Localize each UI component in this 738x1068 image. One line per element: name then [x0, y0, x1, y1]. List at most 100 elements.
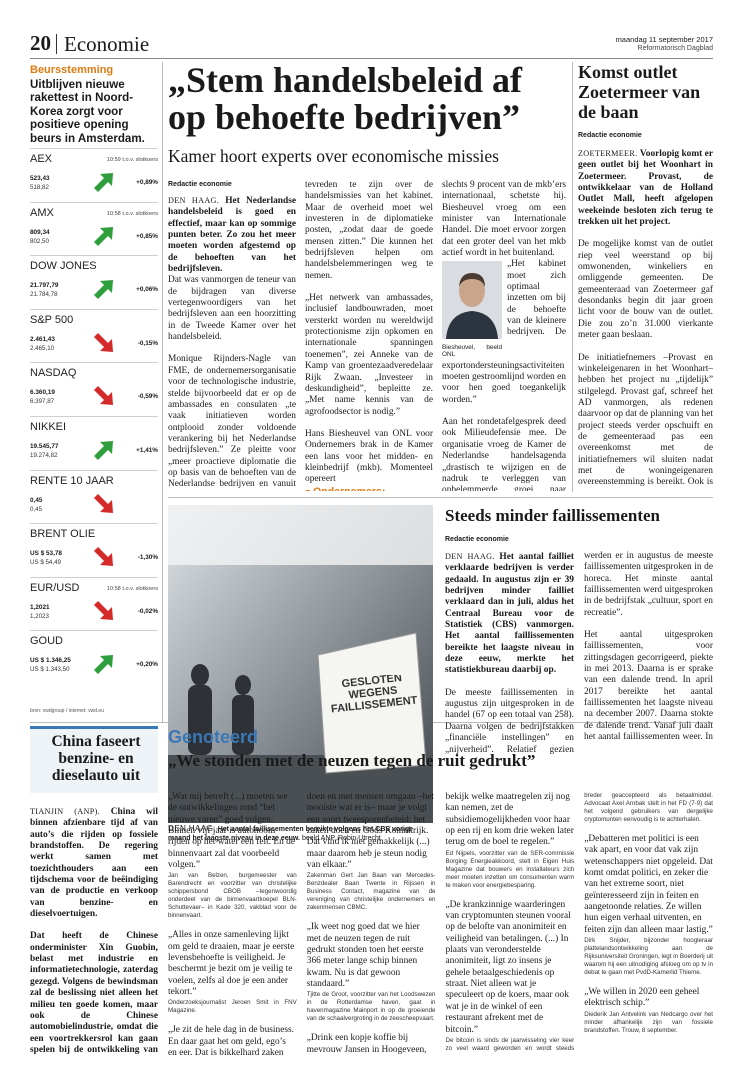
article-column: ZOETERMEER. Voorlopig komt er geen outle…	[578, 148, 713, 488]
quote-source: Tjitte de Groot, voorzitter van het Lood…	[306, 991, 436, 1023]
paragraph: De meeste faillissementen in augustus zi…	[445, 551, 713, 755]
market-change: +0,20%	[136, 661, 158, 669]
face	[459, 275, 485, 308]
market-row: RENTE 10 JAAR 0,45 0,45	[30, 469, 158, 524]
sign-text: GESLOTEN WEGENS FAILLISSEMENT	[330, 675, 418, 716]
paragraph: De mogelijke komst van de outlet riep ve…	[578, 239, 713, 341]
sign	[317, 632, 427, 774]
section-name: Economie	[64, 32, 150, 56]
market-headline: Uitblijven nieuwe rakettest in Noord-Kor…	[30, 78, 145, 145]
arrow-shape	[94, 332, 113, 352]
trend-arrow	[94, 441, 113, 460]
market-name: AMX	[30, 206, 54, 219]
arrow-shape	[94, 600, 113, 620]
ceiling	[168, 505, 433, 565]
quote: „Drink een kopje koffie bij mevrouw Jans…	[306, 792, 574, 1055]
arrow-shape	[94, 493, 113, 513]
arrow-shape	[94, 226, 113, 246]
china-headline: China faseert benzine- en dieselauto uit	[51, 733, 141, 784]
paragraph: Dat was vanmorgen de teneur van de bijdr…	[168, 275, 296, 343]
photo-caption: Biesheuvel, beeld ONL	[442, 343, 502, 359]
market-previous: 0,45	[30, 505, 43, 513]
caption: Het aantal faillissementen bereikte volg…	[168, 826, 413, 842]
trend-arrow	[94, 547, 113, 567]
trend-arrow	[94, 280, 113, 300]
quote-source: Jan van Belzen, burgemeester van Barendr…	[168, 872, 297, 920]
market-previous: US $ 54,49	[30, 559, 61, 567]
lead-paragraph: TIANJIN (ANP). China wil binnen afzienba…	[30, 806, 158, 920]
market-value: 809,34	[30, 228, 50, 236]
newspaper-name: Reformatorisch Dagblad	[637, 45, 713, 52]
market-change: +0,89%	[136, 179, 158, 186]
market-value: 21.797,79	[30, 282, 59, 290]
market-row: AMX 10:58 t.o.v. slotkoers 809,34 802,50 +0,…	[30, 201, 158, 256]
byline: Redactie economie	[578, 132, 642, 139]
quote: „We willen in 2020 een geheel elektrisch…	[584, 987, 700, 1009]
lead-text: Voorlopig komt er geen outlet bij het Wo…	[578, 149, 713, 228]
quote-source: De bitcoin is sinds de jaarwisseling vie…	[445, 792, 714, 1052]
dateline: DEN HAAG.	[445, 552, 495, 561]
header-rule	[30, 58, 713, 59]
lead-paragraph: ZOETERMEER. Voorlopig komt er geen outle…	[578, 148, 713, 228]
dateline: ZOETERMEER.	[578, 149, 638, 158]
market-previous: 2.465,10	[30, 344, 55, 352]
market-name: AEX	[30, 153, 53, 165]
photo-caption: DEN HAAG. Het aantal faillissementen ber…	[168, 824, 433, 843]
dateline: TIANJIN (ANP).	[30, 807, 100, 816]
market-name: S&P 500	[30, 313, 74, 326]
paragraph: Het aantal uitgesproken faillissementen,…	[584, 630, 713, 743]
lead-text: China wil binnen afzienbare tijd af van …	[30, 807, 158, 920]
quote-source: Onderzoeksjournalist Jeroen Smit in FNV …	[168, 999, 297, 1015]
market-change: -0,02%	[137, 607, 158, 615]
market-change: +0,06%	[136, 286, 158, 294]
main-headline: „Stem handelsbeleid af op behoefte bedri…	[168, 60, 523, 137]
quote-source: Ed Nijpels, voorzitter van de SER-commis…	[445, 849, 575, 889]
market-value: 2.461,43	[30, 335, 55, 343]
headline-box	[30, 726, 158, 793]
market-name: RENTE 10 JAAR	[30, 474, 114, 487]
market-change: -1,30%	[137, 554, 158, 562]
quotes-headline: „We stonden met de neuzen tegen de ruit …	[168, 751, 536, 770]
market-row: BRENT OLIE US $ 53,78 US $ 54,49 -1,30%	[30, 523, 158, 577]
quote: „Wat mij betreft (...) moeten we de ontw…	[168, 792, 296, 871]
column-rule	[572, 62, 573, 492]
hair	[459, 273, 485, 288]
article-body: DEN HAAG. Het aantal failliet verklaarde…	[445, 551, 713, 766]
dateline: DEN HAAG.	[168, 824, 216, 833]
paragraph: Aan het rondetafelgesprek deed ook Milie…	[442, 417, 566, 491]
lead-text: Het Nederlandse handelsbeleid is goed en…	[168, 196, 296, 275]
market-change: -0,59%	[137, 393, 158, 401]
column-rule	[162, 62, 163, 722]
paragraph: De initiatiefnemers –Provast en winkelei…	[578, 352, 713, 488]
market-note: 10:59 t.o.v. slotkoers	[106, 157, 158, 163]
header-divider	[56, 34, 57, 54]
market-name: EUR/USD	[30, 581, 80, 594]
market-value: 523,43	[30, 175, 50, 182]
market-previous: 19.274,82	[30, 452, 58, 459]
market-previous: 21.784,78	[30, 291, 58, 299]
arrow-shape	[94, 441, 113, 460]
market-value: 1,2021	[30, 603, 50, 611]
portrait-photo	[442, 261, 502, 340]
quotes-title: Genoteerd	[168, 727, 259, 747]
article-column: DEN HAAG. Het Nederlandse handelsbeleid …	[168, 195, 296, 491]
byline: Redactie economie	[168, 181, 232, 188]
trend-arrow	[94, 173, 113, 192]
market-row: NIKKEI 19.545,77 19.274,82 +1,41%	[30, 416, 158, 470]
market-value: 6.360,19	[30, 389, 55, 397]
trend-arrow	[94, 600, 113, 620]
quote: „Ik weet nog goed dat we hier met de neu…	[306, 922, 424, 990]
portrait: Biesheuvel, beeld ONL	[442, 261, 502, 358]
quote: „De krankzinnige waarderingen van crypto…	[445, 899, 571, 1035]
paragraph: Monique Rijnders-Nagle van FME, de onder…	[168, 354, 296, 491]
lead-paragraph: DEN HAAG. Het aantal failliet verklaarde…	[445, 551, 574, 677]
market-name: NIKKEI	[30, 421, 67, 433]
page-number: 20	[30, 31, 51, 55]
market-name: GOUD	[30, 635, 63, 648]
arrow-shape	[94, 173, 113, 192]
trend-arrow	[94, 655, 113, 675]
market-value: US $ 53,78	[30, 550, 62, 558]
lead-paragraph: DEN HAAG. Het Nederlandse handelsbeleid …	[168, 195, 296, 275]
market-name: DOW JONES	[30, 260, 97, 273]
market-row: NASDAQ 6.360,19 6.397,87 -0,59%	[30, 362, 158, 416]
